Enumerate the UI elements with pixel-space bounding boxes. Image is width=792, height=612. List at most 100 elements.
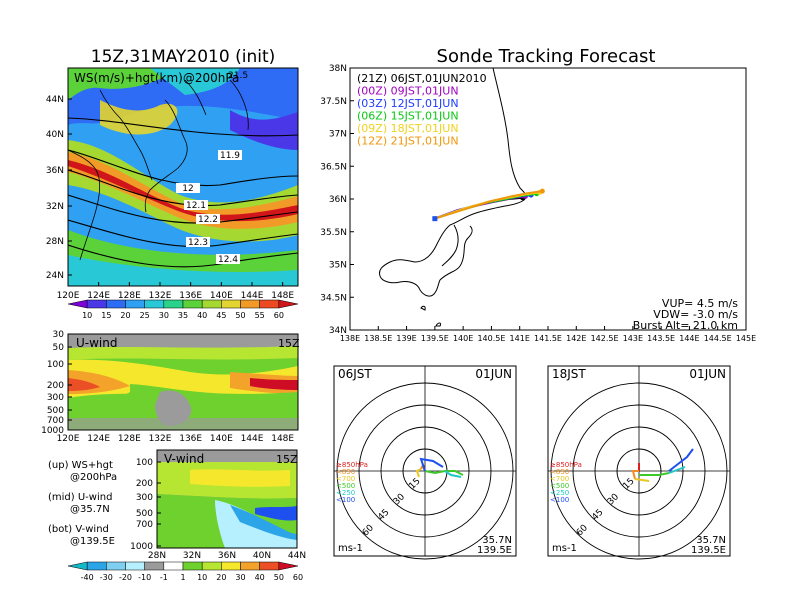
ws-colorbar-swatch: [86, 299, 107, 309]
pressure-level-legend: ≥850hPa: [336, 461, 368, 469]
lon-tick-label: 140E: [210, 291, 233, 301]
vwind-time: 15Z: [276, 453, 298, 466]
wind-colorbar-swatch: [182, 561, 203, 571]
ws-colorbar-swatch: [125, 299, 145, 309]
track-lat-label: 35.5N: [320, 228, 347, 238]
uwind-lon-label: 124E: [87, 434, 110, 444]
track-lon-label: 141E: [510, 334, 530, 343]
track-lat-label: 34N: [329, 326, 347, 336]
vwind-frame: [156, 449, 298, 549]
lon-tick-label: 136E: [179, 291, 202, 301]
pressure-level-legend: <700: [336, 475, 355, 483]
wind-colorbar-label: -40: [81, 573, 94, 582]
uwind-label: U-wind: [76, 336, 117, 350]
uwind-lon-label: 136E: [179, 434, 202, 444]
param-vup: VUP= 4.5 m/s: [662, 297, 738, 310]
vwind-p-label: 700: [136, 520, 153, 530]
ws-colorbar-label: 30: [159, 311, 169, 320]
ws-colorbar-swatch: [144, 299, 165, 309]
launch-legend-entry: (12Z) 21JST,01JUN: [357, 135, 459, 148]
pressure-level-legend: ≥850hPa: [550, 461, 582, 469]
wind-colorbar-swatch: [259, 561, 280, 571]
vwind-p-label: 300: [136, 493, 153, 503]
launch-legend-entry: (00Z) 09JST,01JUN: [357, 85, 459, 98]
uwind-p-label: 500: [47, 406, 64, 416]
pressure-level-legend: <100: [550, 496, 569, 504]
lon-tick-label: 120E: [57, 291, 80, 301]
track-lat-label: 36.5N: [320, 162, 347, 172]
sonde-track-line: [434, 190, 543, 220]
track-lon-label: 138.5E: [364, 334, 392, 343]
pressure-level-legend: <250: [336, 489, 355, 497]
hodograph-trace: [639, 472, 670, 476]
vwind-lat-label: 36N: [218, 551, 236, 561]
track-lon-label: 143.5E: [647, 334, 675, 343]
ws-map-frame: [67, 67, 299, 287]
param-burst: Burst Alt= 21.0 km: [633, 319, 738, 332]
contour-label-bg: [216, 254, 240, 264]
wind-colorbar-label: 40: [255, 573, 265, 582]
wind-colorbar-label: 1: [180, 573, 185, 582]
vwind-lat-label: 40N: [253, 551, 271, 561]
vwind-lat-label: 32N: [183, 551, 201, 561]
ws-map-lon-ticks: 120E 124E 128E 132E 136E 140E 144E 148E: [57, 282, 294, 301]
wind-colorbar-label: -30: [100, 573, 113, 582]
ws-colorbar-label: 25: [140, 311, 150, 320]
ws-map-label: WS(m/s)+hgt(km)@200hPa: [74, 71, 239, 85]
track-lon-label: 140.5E: [477, 334, 505, 343]
vwind-p-label: 500: [136, 509, 153, 519]
track-lat-label: 34.5N: [320, 293, 347, 303]
coastline: [379, 67, 527, 327]
ws-colorbar-swatch: [259, 299, 280, 309]
track-lon-ticks: 138E 138.5E 139E 139.5E 140E 140.5E 141E 141.5E…: [340, 326, 756, 343]
right-title: Sonde Tracking Forecast: [437, 46, 656, 67]
lon-tick-label: 124E: [87, 291, 110, 301]
ws-colorbar-label: 50: [235, 311, 245, 320]
vwind-lat-label: 28N: [148, 551, 166, 561]
wind-colorbar-label: 60: [293, 573, 303, 582]
track-lat-label: 37.5N: [320, 97, 347, 107]
vwind-p-label: 100: [136, 458, 153, 468]
lat-tick-label: 32N: [46, 202, 64, 212]
lon-tick-label: 132E: [149, 291, 172, 301]
track-lat-label: 35N: [329, 261, 347, 271]
contour-label: 12.4: [218, 255, 238, 265]
sonde-tracks: [432, 188, 545, 222]
ws-colorbar-swatch: [240, 299, 260, 309]
hodograph-trace: [668, 448, 694, 472]
wind-colorbar-swatch: [240, 561, 260, 571]
polar-date: 01JUN: [689, 367, 726, 381]
polar-time: 06JST: [338, 367, 372, 381]
ws-colorbar-label: 20: [120, 311, 130, 320]
wind-colorbar-swatch: [144, 561, 165, 571]
legend-line-3a: (bot) V-wind: [48, 524, 109, 535]
launch-site-marker: [432, 216, 438, 222]
ws-colorbar: 10 15 20 25 30 35 40 45 50 55 60: [67, 299, 299, 320]
pressure-level-legend: <500: [336, 482, 355, 490]
wind-colorbar-label: -1: [160, 573, 168, 582]
uwind-lon-ticks: 120E 124E 128E 132E 136E 140E 144E 148E: [57, 434, 295, 444]
launch-legend-entry: (09Z) 18JST,01JUN: [357, 122, 459, 135]
track-lat-label: 37N: [329, 130, 347, 140]
vwind-p-label: 200: [136, 479, 153, 489]
uwind-lon-label: 120E: [57, 434, 80, 444]
wind-colorbar-label: 50: [274, 573, 284, 582]
track-lon-label: 139.5E: [421, 334, 449, 343]
ws-map-corner: 21.5: [228, 71, 248, 81]
track-lat-ticks: 38N 37.5N 37N 36.5N 36N 35.5N 35N 34.5N 34N: [320, 64, 354, 336]
ws-colorbar-swatch: [67, 299, 88, 309]
polar-loc-lon: 139.5E: [477, 545, 512, 556]
contour-label: 11.9: [220, 151, 240, 161]
track-map-frame: [349, 67, 747, 331]
contour-label-bg: [176, 183, 200, 193]
ws-colorbar-label: 35: [178, 311, 188, 320]
uwind-p-label: 1000: [41, 426, 64, 436]
wind-colorbar-swatch: [201, 561, 222, 571]
vwind-field: [157, 450, 297, 548]
track-lon-label: 145E: [736, 334, 756, 343]
sonde-params: VUP= 4.5 m/s VDW= -3.0 m/s Burst Alt= 21…: [633, 297, 739, 332]
wind-colorbar-swatch: [125, 561, 145, 571]
uwind-lon-label: 140E: [210, 434, 233, 444]
ws-colorbar-swatch: [106, 299, 126, 309]
